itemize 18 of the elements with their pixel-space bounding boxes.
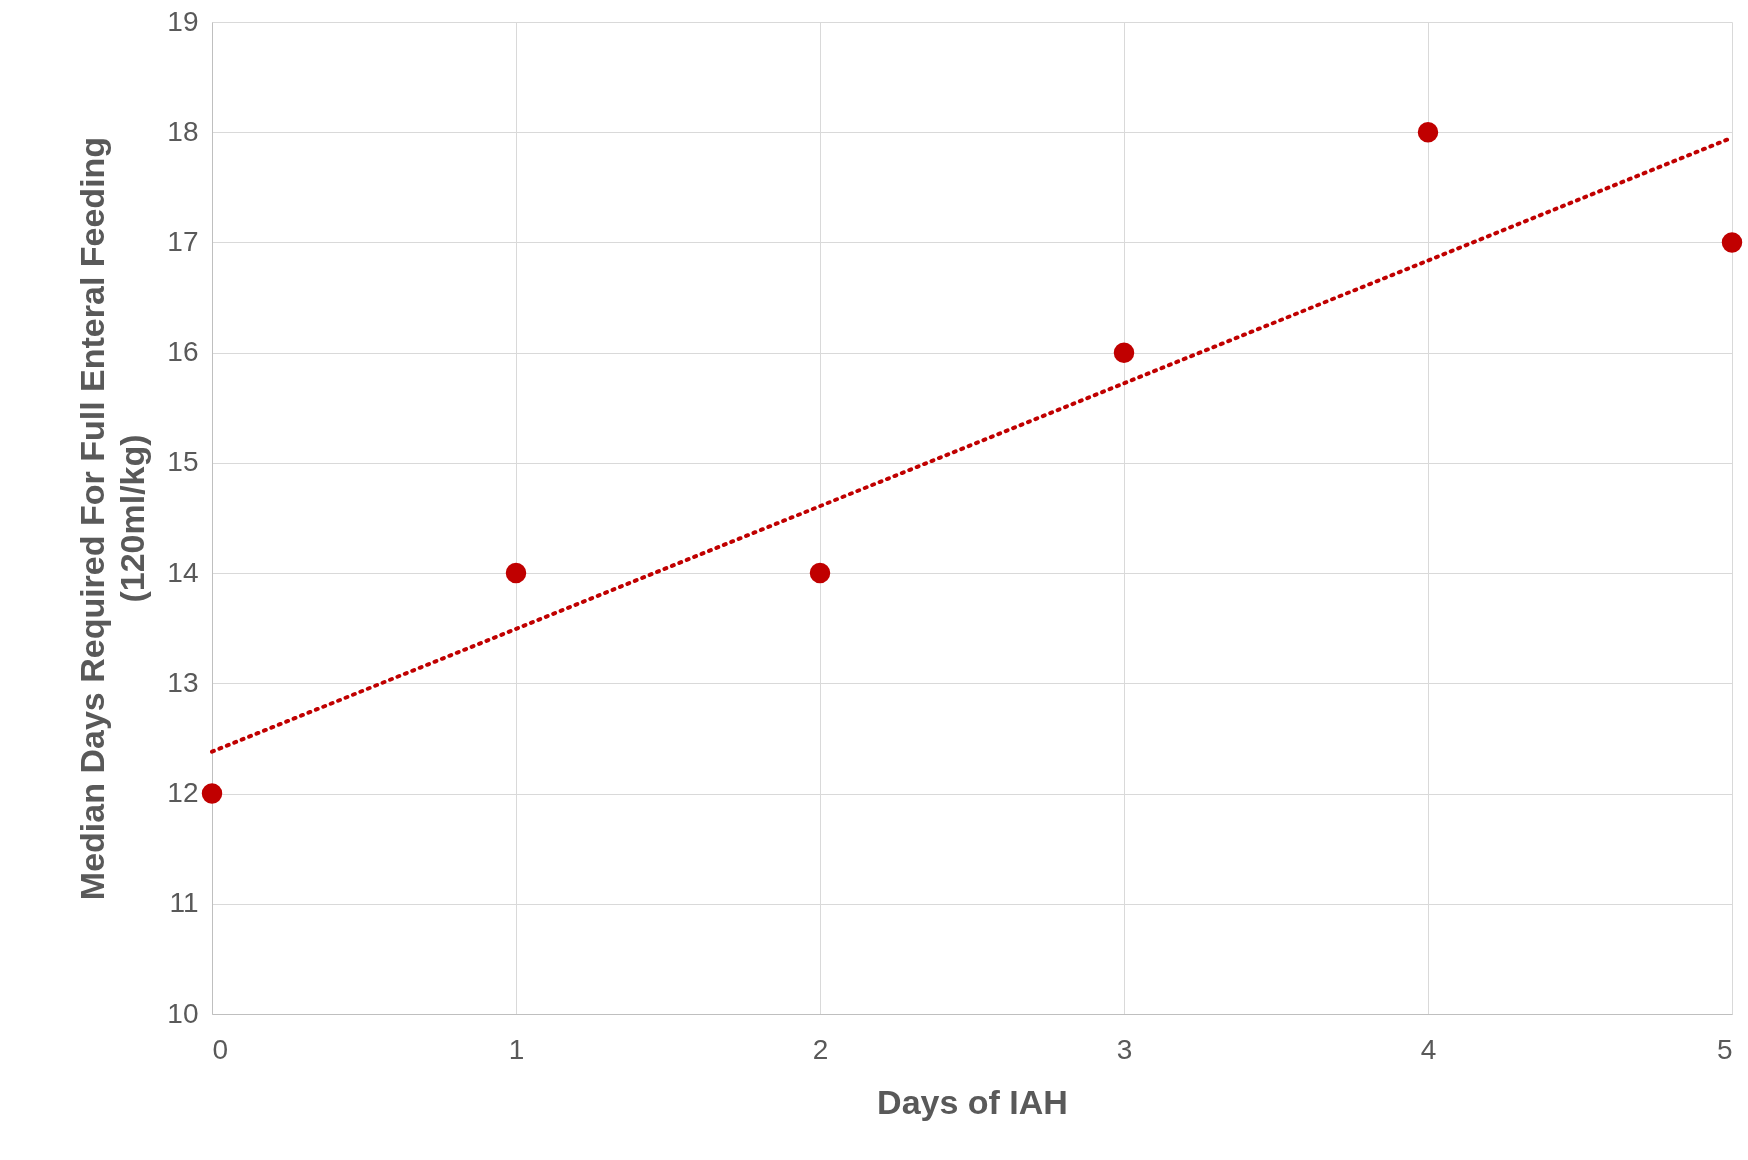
y-tick-label: 14 bbox=[167, 556, 199, 588]
x-tick-label: 2 bbox=[812, 1033, 829, 1065]
x-axis-title: Days of IAH bbox=[877, 1082, 1068, 1121]
x-tick-label: 4 bbox=[1420, 1033, 1437, 1065]
y-tick-label: 13 bbox=[167, 666, 199, 698]
x-tick-label: 3 bbox=[1116, 1033, 1133, 1065]
y-tick-label: 11 bbox=[169, 887, 199, 919]
x-tick-label: 0 bbox=[212, 1033, 229, 1065]
x-tick-label: 1 bbox=[508, 1033, 525, 1065]
y-tick-label: 16 bbox=[167, 336, 199, 368]
y-axis-title: Median Days Required For Full Enteral Feeding (120ml/kg) bbox=[73, 136, 152, 901]
y-tick-label: 10 bbox=[167, 997, 199, 1029]
y-tick-label: 17 bbox=[167, 225, 199, 257]
y-tick-label: 12 bbox=[167, 777, 199, 809]
y-tick-label: 18 bbox=[167, 115, 199, 147]
y-tick-label: 19 bbox=[167, 5, 199, 37]
x-tick-label: 5 bbox=[1716, 1033, 1733, 1065]
y-tick-label: 15 bbox=[167, 446, 199, 478]
